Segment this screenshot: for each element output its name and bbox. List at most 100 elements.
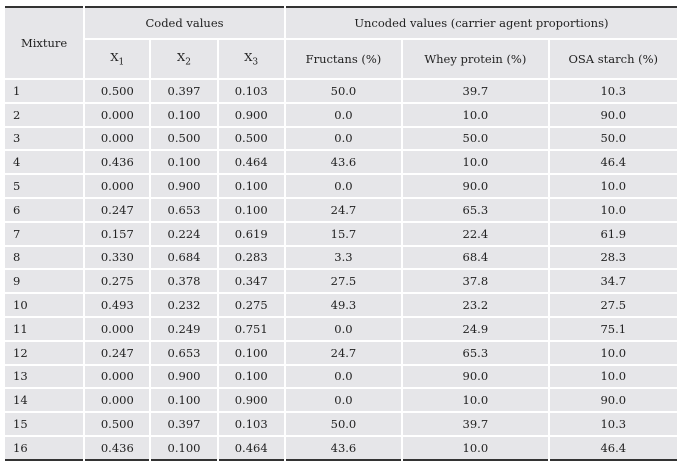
cell-x3: 0.100 — [218, 198, 284, 221]
table-row: 16 0.436 0.100 0.464 43.6 10.0 46.4 — [5, 436, 677, 461]
cell-osa-starch: 90.0 — [549, 103, 677, 126]
cell-osa-starch: 46.4 — [549, 151, 677, 174]
table-row: 5 0.000 0.900 0.100 0.0 90.0 10.0 — [5, 175, 677, 197]
cell-whey-protein: 39.7 — [403, 80, 548, 102]
table-row: 6 0.247 0.653 0.100 24.7 65.3 10.0 — [5, 198, 677, 221]
header-row-columns: X1 X2 X3 Fructans (%) Whey protein (%) O… — [5, 40, 677, 78]
cell-x1: 0.500 — [85, 413, 150, 435]
cell-mixture: 12 — [5, 341, 84, 364]
cell-x2: 0.397 — [151, 80, 217, 102]
cell-fructans: 50.0 — [285, 413, 402, 435]
table-row: 13 0.000 0.900 0.100 0.0 90.0 10.0 — [5, 365, 677, 388]
cell-mixture: 16 — [5, 436, 84, 461]
cell-osa-starch: 61.9 — [549, 222, 677, 245]
cell-x3: 0.500 — [218, 127, 284, 150]
cell-x1: 0.000 — [85, 365, 150, 388]
cell-fructans: 0.0 — [285, 389, 402, 412]
table-row: 9 0.275 0.378 0.347 27.5 37.8 34.7 — [5, 270, 677, 293]
cell-osa-starch: 10.0 — [549, 198, 677, 221]
cell-mixture: 13 — [5, 365, 84, 388]
cell-x3: 0.103 — [218, 80, 284, 102]
cell-x2: 0.100 — [151, 389, 217, 412]
table-row: 14 0.000 0.100 0.900 0.0 10.0 90.0 — [5, 389, 677, 412]
cell-fructans: 0.0 — [285, 127, 402, 150]
cell-x3: 0.100 — [218, 175, 284, 197]
header-uncoded-values: Uncoded values (carrier agent proportion… — [285, 6, 677, 38]
cell-whey-protein: 90.0 — [403, 175, 548, 197]
cell-x2: 0.224 — [151, 222, 217, 245]
table-row: 15 0.500 0.397 0.103 50.0 39.7 10.3 — [5, 413, 677, 435]
cell-x2: 0.653 — [151, 341, 217, 364]
cell-x3: 0.619 — [218, 222, 284, 245]
cell-whey-protein: 10.0 — [403, 151, 548, 174]
cell-whey-protein: 24.9 — [403, 317, 548, 340]
cell-x1: 0.000 — [85, 389, 150, 412]
table-row: 2 0.000 0.100 0.900 0.0 10.0 90.0 — [5, 103, 677, 126]
cell-x1: 0.000 — [85, 175, 150, 197]
cell-x2: 0.900 — [151, 175, 217, 197]
header-x1: X1 — [85, 40, 150, 78]
cell-mixture: 11 — [5, 317, 84, 340]
cell-mixture: 6 — [5, 198, 84, 221]
cell-x1: 0.493 — [85, 294, 150, 316]
cell-x1: 0.000 — [85, 317, 150, 340]
cell-osa-starch: 28.3 — [549, 246, 677, 269]
header-whey-protein: Whey protein (%) — [403, 40, 548, 78]
cell-mixture: 10 — [5, 294, 84, 316]
cell-x3: 0.464 — [218, 436, 284, 461]
cell-x2: 0.249 — [151, 317, 217, 340]
cell-fructans: 0.0 — [285, 175, 402, 197]
header-fructans: Fructans (%) — [285, 40, 402, 78]
cell-x3: 0.283 — [218, 246, 284, 269]
cell-x2: 0.232 — [151, 294, 217, 316]
cell-x2: 0.100 — [151, 436, 217, 461]
cell-x2: 0.500 — [151, 127, 217, 150]
cell-x1: 0.436 — [85, 151, 150, 174]
table-row: 10 0.493 0.232 0.275 49.3 23.2 27.5 — [5, 294, 677, 316]
cell-x2: 0.100 — [151, 151, 217, 174]
table-row: 7 0.157 0.224 0.619 15.7 22.4 61.9 — [5, 222, 677, 245]
cell-fructans: 0.0 — [285, 365, 402, 388]
cell-whey-protein: 23.2 — [403, 294, 548, 316]
cell-x3: 0.900 — [218, 389, 284, 412]
cell-x2: 0.653 — [151, 198, 217, 221]
cell-x2: 0.684 — [151, 246, 217, 269]
cell-mixture: 3 — [5, 127, 84, 150]
cell-x1: 0.275 — [85, 270, 150, 293]
cell-mixture: 14 — [5, 389, 84, 412]
cell-x3: 0.100 — [218, 341, 284, 364]
table-row: 3 0.000 0.500 0.500 0.0 50.0 50.0 — [5, 127, 677, 150]
cell-x3: 0.275 — [218, 294, 284, 316]
cell-mixture: 7 — [5, 222, 84, 245]
cell-x1: 0.000 — [85, 103, 150, 126]
cell-fructans: 0.0 — [285, 103, 402, 126]
cell-mixture: 4 — [5, 151, 84, 174]
cell-fructans: 43.6 — [285, 151, 402, 174]
cell-x3: 0.464 — [218, 151, 284, 174]
table-row: 1 0.500 0.397 0.103 50.0 39.7 10.3 — [5, 80, 677, 102]
cell-fructans: 0.0 — [285, 317, 402, 340]
cell-x3: 0.900 — [218, 103, 284, 126]
cell-osa-starch: 10.0 — [549, 341, 677, 364]
cell-x1: 0.247 — [85, 198, 150, 221]
cell-fructans: 49.3 — [285, 294, 402, 316]
cell-x3: 0.751 — [218, 317, 284, 340]
table-row: 11 0.000 0.249 0.751 0.0 24.9 75.1 — [5, 317, 677, 340]
cell-whey-protein: 10.0 — [403, 436, 548, 461]
header-row-groups: Mixture Coded values Uncoded values (car… — [5, 6, 677, 78]
cell-whey-protein: 22.4 — [403, 222, 548, 245]
cell-fructans: 24.7 — [285, 198, 402, 221]
cell-whey-protein: 10.0 — [403, 103, 548, 126]
cell-fructans: 24.7 — [285, 341, 402, 364]
cell-osa-starch: 10.3 — [549, 80, 677, 102]
cell-fructans: 27.5 — [285, 270, 402, 293]
cell-osa-starch: 46.4 — [549, 436, 677, 461]
header-mixture: Mixture — [5, 6, 84, 78]
cell-x1: 0.157 — [85, 222, 150, 245]
cell-osa-starch: 10.3 — [549, 413, 677, 435]
cell-whey-protein: 50.0 — [403, 127, 548, 150]
cell-x1: 0.330 — [85, 246, 150, 269]
cell-osa-starch: 10.0 — [549, 175, 677, 197]
cell-x2: 0.100 — [151, 103, 217, 126]
cell-mixture: 2 — [5, 103, 84, 126]
